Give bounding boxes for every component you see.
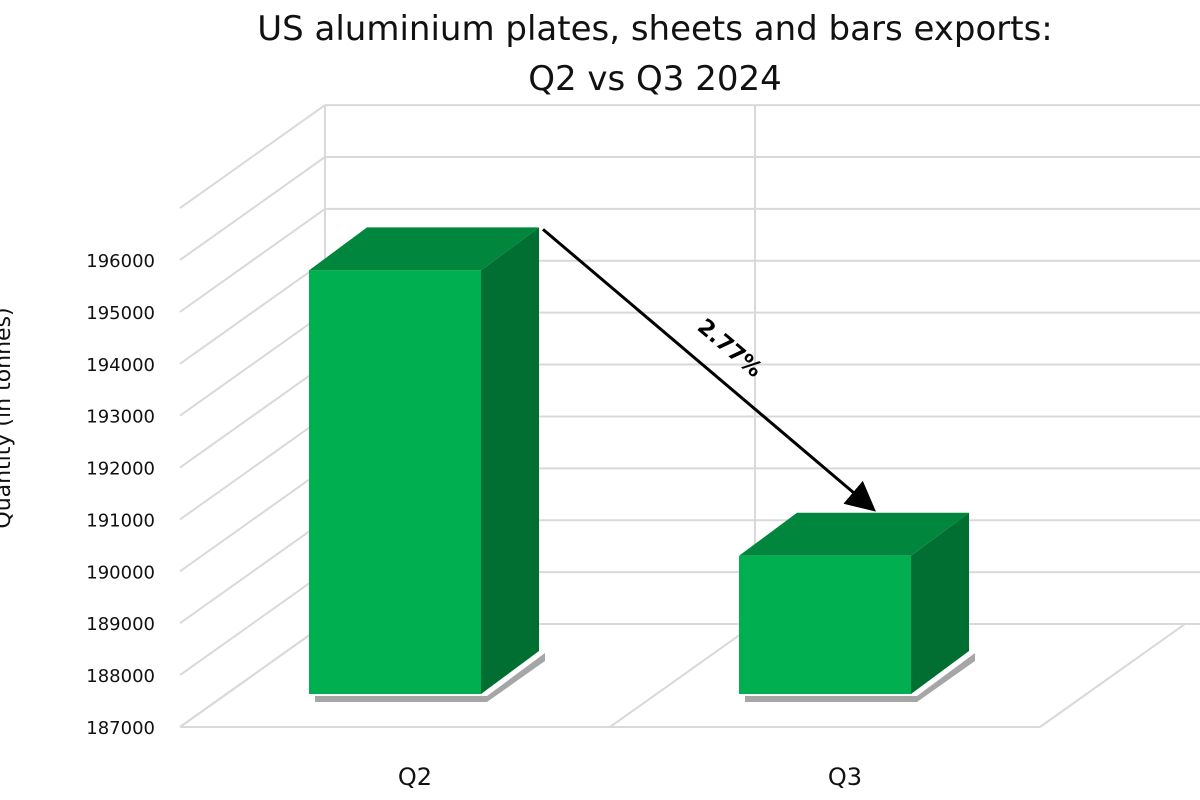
bar-q3 bbox=[739, 512, 975, 702]
chart-title-line-1: US aluminium plates, sheets and bars exp… bbox=[257, 9, 1053, 49]
y-tick-label: 196000 bbox=[86, 251, 155, 272]
gridline-side bbox=[179, 259, 326, 365]
floor-left bbox=[179, 623, 326, 728]
gridline-side bbox=[179, 208, 326, 313]
bar-side bbox=[481, 227, 539, 694]
chart-title-line-2: Q2 vs Q3 2024 bbox=[528, 59, 782, 99]
annotation: 2.77% bbox=[542, 228, 876, 512]
bar-q2 bbox=[309, 227, 545, 702]
y-tick-label: 191000 bbox=[86, 510, 155, 531]
y-tick-label: 194000 bbox=[86, 355, 155, 376]
labels: Quantity (in tonnes) 187000 188000 189000 1… bbox=[0, 251, 862, 791]
floor-mid bbox=[609, 623, 756, 728]
gridline-side bbox=[179, 363, 326, 469]
y-tick-label: 189000 bbox=[86, 614, 155, 635]
gridline-side bbox=[179, 311, 326, 417]
x-tick-label: Q2 bbox=[398, 763, 432, 791]
bar-front bbox=[739, 555, 911, 694]
y-tick-label: 187000 bbox=[86, 718, 155, 739]
bar-side bbox=[911, 512, 969, 694]
x-tick-label: Q3 bbox=[828, 763, 862, 791]
gridline-side bbox=[179, 156, 326, 261]
chart-title: US aluminium plates, sheets and bars exp… bbox=[0, 4, 1200, 104]
gridline-side bbox=[179, 415, 326, 521]
y-tick-label: 188000 bbox=[86, 666, 155, 687]
bar-front bbox=[309, 270, 481, 694]
bar-top bbox=[739, 512, 969, 556]
change-arrow bbox=[542, 228, 876, 512]
y-axis-title: Quantity (in tonnes) bbox=[0, 307, 16, 528]
y-tick-label: 195000 bbox=[86, 303, 155, 324]
y-tick-label: 190000 bbox=[86, 562, 155, 583]
bars bbox=[309, 227, 975, 702]
bar-shadow bbox=[315, 653, 545, 702]
bar-shadow bbox=[745, 653, 975, 702]
y-tick-label: 193000 bbox=[86, 407, 155, 428]
gridline-side bbox=[179, 467, 326, 573]
bar-top bbox=[309, 227, 539, 271]
gridline-side bbox=[179, 519, 326, 625]
y-tick-label: 192000 bbox=[86, 459, 155, 480]
gridline-side bbox=[179, 104, 326, 209]
floor-right bbox=[1039, 623, 1186, 728]
gridline-side bbox=[179, 571, 326, 676]
